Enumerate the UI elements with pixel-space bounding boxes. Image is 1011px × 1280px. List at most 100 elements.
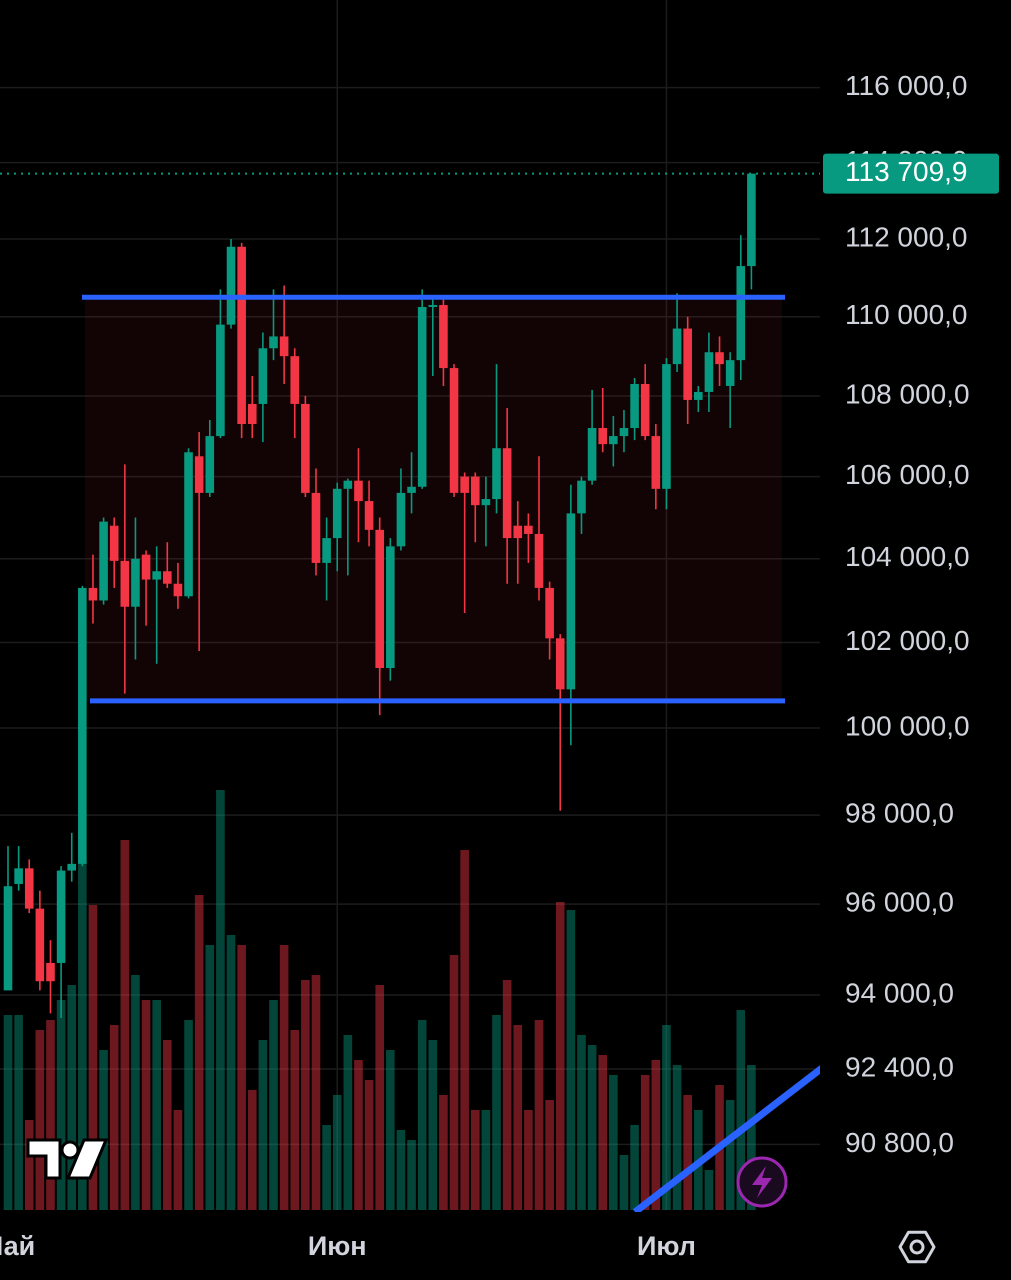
trend-line — [632, 1065, 820, 1212]
volume-bar — [216, 790, 225, 1210]
volume-bar — [513, 1025, 523, 1210]
volume-bar — [407, 1140, 416, 1210]
volume-bar — [322, 1125, 331, 1210]
candle-body — [24, 868, 34, 909]
candle-body — [481, 499, 491, 506]
volume-bar — [587, 1045, 597, 1210]
candle-body — [470, 476, 480, 506]
y-tick-label: 110 000,0 — [845, 299, 968, 330]
volume-bar — [3, 1015, 13, 1210]
volume-bar — [332, 1095, 342, 1210]
volume-bar — [630, 1125, 639, 1210]
y-tick-label: 102 000,0 — [845, 625, 970, 656]
candle-body — [226, 246, 236, 325]
volume-bar — [46, 1020, 55, 1210]
candle-body — [247, 403, 257, 424]
level-layer — [0, 172, 820, 704]
volume-bar — [386, 1050, 395, 1210]
volume-bar — [598, 1055, 608, 1210]
volume-bar — [555, 902, 565, 1210]
candle-body — [99, 521, 108, 601]
volume-bar — [683, 1095, 692, 1210]
volume-bar — [67, 985, 77, 1210]
volume-bar — [269, 1000, 278, 1210]
volume-bar — [290, 1030, 300, 1210]
candle-body — [375, 529, 384, 669]
last-price-label: 113 709,9 — [845, 156, 968, 187]
candle-body — [56, 870, 66, 963]
candle-body — [163, 571, 172, 584]
candle-body — [332, 488, 342, 539]
volume-bar — [725, 1100, 735, 1210]
candle-body — [237, 246, 246, 424]
candle-body — [651, 436, 661, 489]
y-tick-label: 106 000,0 — [845, 459, 970, 490]
volume-bar — [651, 1060, 661, 1210]
candle-body — [290, 356, 300, 404]
candle-body — [258, 348, 268, 404]
y-tick-label: 108 000,0 — [845, 378, 970, 409]
candle-body — [311, 492, 321, 563]
volume-bar — [163, 1040, 172, 1210]
volume-bar — [78, 860, 87, 1210]
volume-bar — [492, 1015, 501, 1210]
volume-bar — [524, 1110, 533, 1210]
volume-bar — [428, 1040, 438, 1210]
candle-body — [301, 403, 310, 493]
candle-body — [407, 486, 416, 493]
y-tick-label: 92 400,0 — [845, 1051, 954, 1082]
volume-bar — [662, 1025, 671, 1210]
candle-body — [630, 383, 639, 429]
candle-body — [715, 352, 724, 365]
tradingview-logo[interactable] — [26, 1138, 109, 1180]
y-tick-label: 104 000,0 — [845, 541, 970, 572]
last-price-box — [823, 153, 999, 194]
volume-bar — [481, 1110, 491, 1210]
candle-body — [704, 352, 714, 392]
volume-bar — [173, 1110, 183, 1210]
volume-bar — [35, 1030, 45, 1210]
y-tick-label: 112 000,0 — [845, 221, 968, 252]
candle-body — [141, 554, 151, 580]
volume-bar — [194, 895, 204, 1210]
candle-body — [109, 525, 119, 561]
grid — [0, 0, 820, 1210]
candle-body — [78, 587, 87, 864]
volume-layer — [3, 790, 756, 1210]
volume-bar — [375, 985, 384, 1210]
volume-bar — [279, 945, 289, 1210]
y-tick-label: 100 000,0 — [845, 710, 970, 741]
candle-body — [279, 336, 289, 357]
candle-body — [566, 513, 576, 690]
x-tick-label: Май — [0, 1231, 35, 1261]
volume-bar — [470, 1110, 480, 1210]
y-tick-label: 98 000,0 — [845, 798, 954, 829]
volume-bar — [396, 1130, 406, 1210]
plot-area — [0, 172, 820, 1212]
volume-bar — [545, 1100, 554, 1210]
volume-bar — [640, 1075, 650, 1210]
volume-bar — [141, 1000, 151, 1210]
volume-bar — [354, 1060, 363, 1210]
candle-body — [194, 456, 204, 493]
y-tick-label: 96 000,0 — [845, 887, 954, 918]
candle-body — [747, 173, 756, 267]
candle-body — [131, 558, 140, 607]
candle-body — [343, 480, 353, 489]
candle-body — [492, 448, 501, 500]
volume-bar — [14, 1015, 23, 1210]
volume-bar — [736, 1010, 746, 1210]
candle-body — [545, 587, 554, 639]
candle-body — [88, 587, 98, 601]
volume-bar — [131, 975, 140, 1210]
candle-body — [152, 571, 161, 580]
candle-body — [216, 324, 225, 437]
settings-button[interactable] — [898, 1230, 936, 1264]
volume-bar — [184, 1020, 193, 1210]
lightning-button[interactable] — [736, 1156, 788, 1208]
volume-bar — [301, 980, 310, 1210]
volume-bar — [566, 910, 576, 1210]
candle-body — [736, 266, 746, 361]
